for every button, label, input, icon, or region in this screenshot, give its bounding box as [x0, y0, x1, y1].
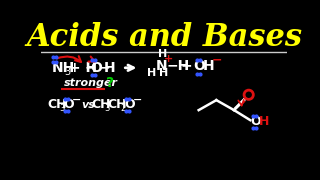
Text: H: H — [203, 59, 214, 73]
Text: stronger: stronger — [64, 78, 118, 88]
Text: + H: + H — [68, 61, 97, 75]
Text: −: − — [72, 95, 81, 105]
Text: ?: ? — [106, 76, 114, 90]
Text: CH: CH — [108, 98, 127, 111]
Text: O: O — [124, 98, 135, 111]
Text: −: − — [212, 54, 222, 67]
Text: vs: vs — [81, 100, 95, 110]
Text: O: O — [90, 61, 102, 75]
Text: +: + — [181, 59, 193, 73]
Text: H: H — [104, 61, 116, 75]
Text: H: H — [259, 115, 269, 128]
Text: O: O — [250, 115, 261, 128]
Text: H: H — [147, 68, 156, 78]
Text: NH: NH — [52, 61, 75, 75]
Text: −: − — [85, 61, 96, 75]
Text: CH: CH — [47, 98, 67, 111]
Text: CH: CH — [92, 98, 111, 111]
Text: −: − — [99, 61, 110, 75]
Text: O: O — [63, 98, 74, 111]
Text: 3: 3 — [64, 67, 70, 77]
Text: −: − — [132, 95, 142, 105]
Text: H: H — [159, 68, 168, 78]
Text: N: N — [156, 59, 167, 73]
Text: 3: 3 — [59, 104, 65, 113]
Circle shape — [244, 90, 253, 99]
Text: +: + — [164, 54, 173, 64]
Text: 3: 3 — [104, 104, 109, 113]
Text: −H: −H — [166, 59, 189, 73]
Text: O: O — [193, 59, 205, 73]
Text: Acids and Bases: Acids and Bases — [26, 21, 302, 53]
Text: 2: 2 — [120, 104, 125, 113]
Text: H: H — [158, 49, 167, 59]
